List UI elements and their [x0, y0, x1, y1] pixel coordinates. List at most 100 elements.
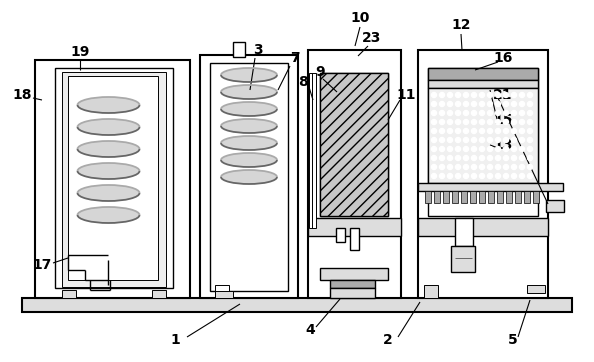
Circle shape	[456, 110, 460, 115]
Circle shape	[527, 164, 532, 169]
Circle shape	[431, 119, 437, 125]
Text: 21: 21	[493, 88, 513, 102]
Circle shape	[495, 147, 501, 152]
Circle shape	[511, 156, 517, 160]
Circle shape	[431, 138, 437, 143]
Circle shape	[511, 110, 517, 115]
Ellipse shape	[221, 136, 277, 150]
Circle shape	[527, 110, 532, 115]
Ellipse shape	[77, 163, 140, 179]
Circle shape	[447, 119, 453, 125]
Circle shape	[472, 110, 476, 115]
Bar	[152, 290, 166, 298]
Circle shape	[511, 173, 517, 178]
Circle shape	[440, 164, 444, 169]
Circle shape	[511, 164, 517, 169]
Circle shape	[520, 173, 525, 178]
Circle shape	[479, 156, 485, 160]
Bar	[62, 290, 76, 298]
Ellipse shape	[221, 153, 277, 167]
Text: 4: 4	[305, 323, 315, 337]
Circle shape	[440, 138, 444, 143]
Circle shape	[520, 119, 525, 125]
Circle shape	[463, 119, 469, 125]
Circle shape	[479, 119, 485, 125]
Circle shape	[504, 101, 508, 106]
Circle shape	[456, 156, 460, 160]
Circle shape	[495, 93, 501, 97]
Circle shape	[472, 119, 476, 125]
Circle shape	[463, 129, 469, 134]
Ellipse shape	[221, 102, 277, 116]
Bar	[320, 268, 388, 280]
Circle shape	[472, 156, 476, 160]
Text: 9: 9	[315, 65, 325, 79]
Circle shape	[440, 101, 444, 106]
Circle shape	[527, 147, 532, 152]
Text: 5: 5	[508, 333, 518, 347]
Circle shape	[431, 93, 437, 97]
Circle shape	[479, 164, 485, 169]
Bar	[527, 285, 545, 293]
Circle shape	[511, 147, 517, 152]
Bar	[210, 63, 288, 291]
Bar	[479, 191, 485, 203]
Circle shape	[463, 147, 469, 152]
Circle shape	[440, 93, 444, 97]
Circle shape	[520, 110, 525, 115]
Circle shape	[520, 156, 525, 160]
Circle shape	[440, 129, 444, 134]
Circle shape	[520, 147, 525, 152]
Circle shape	[472, 164, 476, 169]
Circle shape	[511, 93, 517, 97]
Circle shape	[447, 147, 453, 152]
Circle shape	[431, 147, 437, 152]
Bar	[233, 42, 245, 57]
Circle shape	[456, 93, 460, 97]
Bar	[470, 191, 476, 203]
Bar	[546, 200, 564, 212]
Circle shape	[504, 110, 508, 115]
Bar	[309, 73, 316, 228]
Circle shape	[479, 138, 485, 143]
Circle shape	[472, 101, 476, 106]
Circle shape	[456, 138, 460, 143]
Circle shape	[495, 138, 501, 143]
Text: 19: 19	[70, 45, 90, 59]
Circle shape	[520, 129, 525, 134]
Circle shape	[527, 129, 532, 134]
Bar	[497, 191, 503, 203]
Bar	[515, 191, 521, 203]
Circle shape	[527, 173, 532, 178]
Text: 8: 8	[298, 75, 308, 89]
Circle shape	[472, 138, 476, 143]
Text: 2: 2	[383, 333, 393, 347]
Circle shape	[447, 173, 453, 178]
Bar	[428, 88, 538, 183]
Circle shape	[463, 138, 469, 143]
Text: 15: 15	[493, 113, 513, 127]
Ellipse shape	[77, 97, 140, 113]
Circle shape	[472, 147, 476, 152]
Bar	[418, 183, 563, 191]
Circle shape	[511, 101, 517, 106]
Ellipse shape	[221, 68, 277, 82]
Text: 12: 12	[451, 18, 471, 32]
Bar	[524, 191, 530, 203]
Circle shape	[472, 129, 476, 134]
Circle shape	[504, 156, 508, 160]
Circle shape	[495, 110, 501, 115]
Circle shape	[527, 93, 532, 97]
Circle shape	[447, 164, 453, 169]
Text: 13: 13	[493, 138, 513, 152]
Circle shape	[511, 129, 517, 134]
Bar	[350, 228, 359, 250]
Circle shape	[456, 173, 460, 178]
Circle shape	[504, 119, 508, 125]
Circle shape	[495, 164, 501, 169]
Bar	[506, 191, 512, 203]
Circle shape	[527, 138, 532, 143]
Circle shape	[431, 173, 437, 178]
Bar	[455, 218, 473, 246]
Circle shape	[504, 173, 508, 178]
